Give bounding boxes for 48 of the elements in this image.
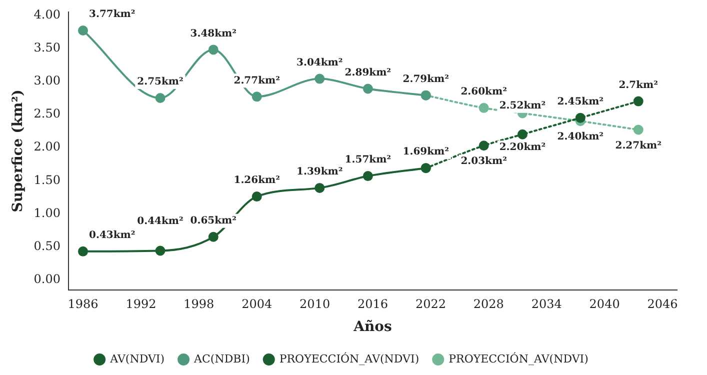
x-tick-label: 2034 [531,297,562,312]
data-label: 0.44km² [137,216,184,228]
data-label: 1.26km² [234,175,280,186]
data-label: 2.60km² [460,86,507,98]
y-tick-label: 1.00 [34,206,61,220]
x-axis-title: Años [352,319,392,336]
legend-label: AC(NDBI) [193,352,250,366]
data-label: 2.79km² [402,74,450,85]
x-tick-label: 2022 [415,297,446,312]
y-tick-label: 0.00 [34,272,61,286]
y-tick-label: 4.00 [34,7,61,22]
data-label: 2.03km² [460,156,507,168]
x-tick-label: 1992 [126,297,156,312]
y-tick-label: 3.00 [34,74,61,88]
x-tick-label: 2028 [473,297,504,312]
data-label: 3.04km² [296,57,343,68]
y-tick-label: 0.50 [34,238,61,253]
data-label: 0.43km² [89,230,136,242]
legend-label: AV(NDVI) [109,352,165,366]
y-tick-label: 1.50 [34,172,61,187]
data-label: 2.45km² [557,96,604,108]
y-tick-label: 2.50 [34,106,61,121]
data-label: 3.77km² [89,9,136,20]
x-tick-label: 2010 [300,297,330,312]
data-label: 2.77km² [234,75,280,86]
data-label: 2.40km² [557,132,604,143]
x-tick-label: 1986 [68,297,98,312]
y-tick-label: 3.50 [34,40,61,55]
data-label: 2.20km² [499,142,546,154]
y-axis-title: Superfice (km²) [10,90,26,212]
x-tick-label: 1998 [184,297,214,312]
x-tick-label: 2016 [357,297,388,312]
data-label: 2.27km² [615,140,662,152]
legend-label: PROYECCIÓN_AV(NDVI) [279,351,420,366]
data-label: 1.69km² [402,146,450,158]
legend-label: PROYECCIÓN_AV(NDVI) [448,351,588,366]
data-label: 2.75km² [137,76,184,88]
data-label: 2.89km² [344,67,392,78]
x-tick-label: 2040 [589,297,620,312]
data-label: 0.65km² [190,215,237,226]
y-tick-label: 2.00 [34,140,61,154]
data-label: 2.7km² [618,80,658,91]
data-label: 2.52km² [499,100,546,112]
data-label: 1.57km² [344,154,392,166]
data-label: 3.48km² [190,28,237,40]
x-tick-label: 2004 [242,297,272,312]
x-tick-label: 2046 [647,297,678,312]
data-label: 1.39km² [296,166,343,178]
